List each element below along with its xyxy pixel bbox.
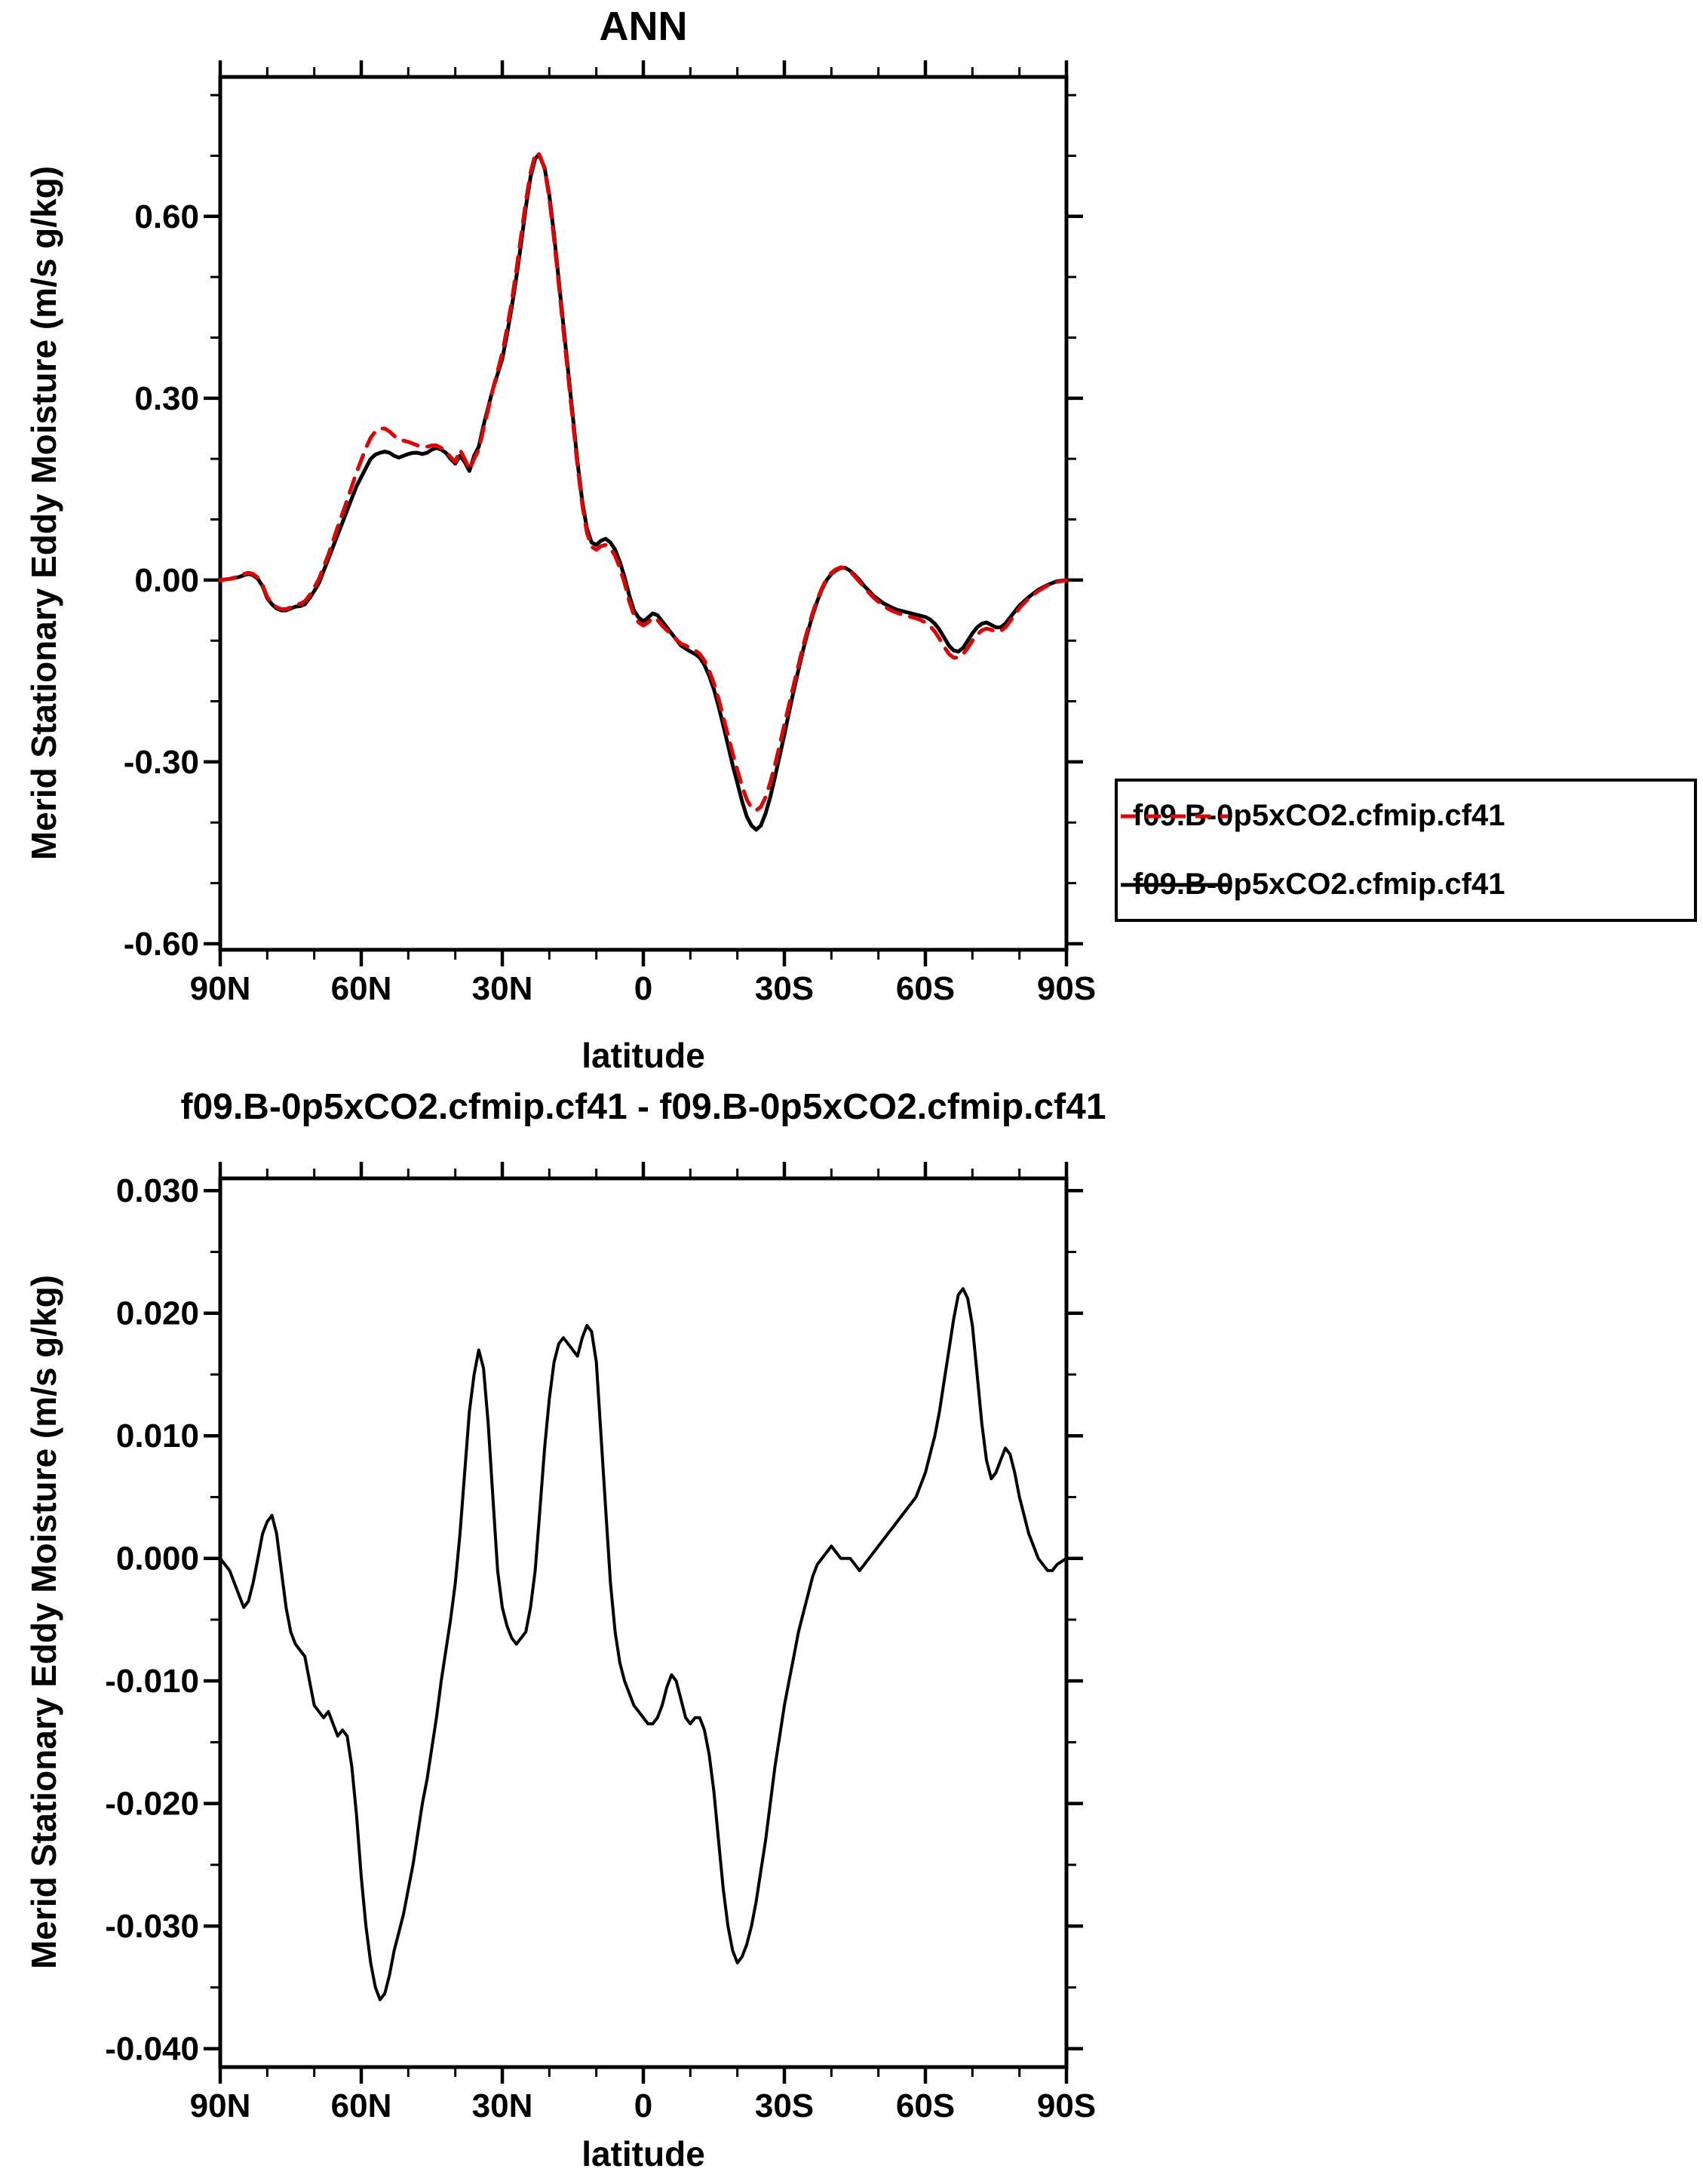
x-tick-label: 30S [755, 970, 814, 1007]
legend-entry-solid: f09.B-0p5xCO2.cfmip.cf41 [1118, 868, 1694, 902]
y-tick-label: 0.030 [116, 1172, 199, 1209]
x-tick-label: 0 [634, 2087, 652, 2124]
y-tick-label: -0.020 [105, 1786, 199, 1823]
top-chart-plot: 90N 60N 30N 0 30S 60S 90S 0.60 0.30 0.00 -0.30 -0.6… [124, 60, 1096, 1007]
x-tick-label: 90N [190, 2087, 251, 2124]
x-tick-label: 30S [755, 2087, 814, 2124]
x-tick-label: 60S [896, 970, 955, 1007]
x-tick-label: 90S [1037, 2087, 1096, 2124]
top-chart-title: ANN [599, 4, 688, 49]
x-tick-label: 30N [472, 970, 533, 1007]
y-tick-label: -0.030 [105, 1908, 199, 1945]
x-tick-label: 60S [896, 2087, 955, 2124]
top-chart-x-axis-label: latitude [581, 1036, 705, 1075]
y-tick-label: 0.60 [134, 198, 199, 235]
bottom-chart-plot: 90N 60N 30N 0 30S 60S 90S 0.030 0.020 0.010 0.000 -… [105, 1162, 1096, 2124]
x-tick-label: 90S [1037, 970, 1096, 1007]
bottom-chart-title: f09.B-0p5xCO2.cfmip.cf41 - f09.B-0p5xCO2… [180, 1087, 1106, 1127]
x-tick-label: 0 [634, 970, 652, 1007]
y-tick-label: -0.010 [105, 1663, 199, 1700]
dashed-line-sample-icon [1121, 814, 1228, 818]
series-line-solid [219, 1287, 1068, 2001]
bottom-chart-x-axis-label: latitude [581, 2134, 705, 2173]
x-tick-label: 30N [472, 2087, 533, 2124]
y-tick-label: 0.30 [134, 380, 199, 417]
plot-frame [218, 1176, 1069, 2069]
x-tick-label: 60N [331, 970, 392, 1007]
series-line-solid [218, 154, 1069, 832]
y-tick-label: 0.00 [134, 562, 199, 599]
legend: f09.B-0p5xCO2.cfmip.cf41 f09.B-0p5xCO2.c… [1115, 779, 1697, 922]
y-tick-label: 0.010 [116, 1418, 199, 1454]
plot-frame [218, 75, 1069, 952]
y-tick-label: 0.020 [116, 1295, 199, 1332]
y-tick-label: -0.30 [124, 744, 199, 781]
x-tick-label: 90N [190, 970, 251, 1007]
y-tick-label: -0.60 [124, 926, 199, 963]
y-tick-label: -0.040 [105, 2031, 199, 2068]
legend-label-dashed: f09.B-0p5xCO2.cfmip.cf41 [1133, 799, 1505, 832]
y-tick-label: 0.000 [116, 1540, 199, 1577]
series-line-dashed [218, 150, 1069, 812]
solid-line-sample-icon [1121, 883, 1228, 886]
x-tick-label: 60N [331, 2087, 392, 2124]
legend-entry-dashed: f09.B-0p5xCO2.cfmip.cf41 [1118, 799, 1694, 833]
